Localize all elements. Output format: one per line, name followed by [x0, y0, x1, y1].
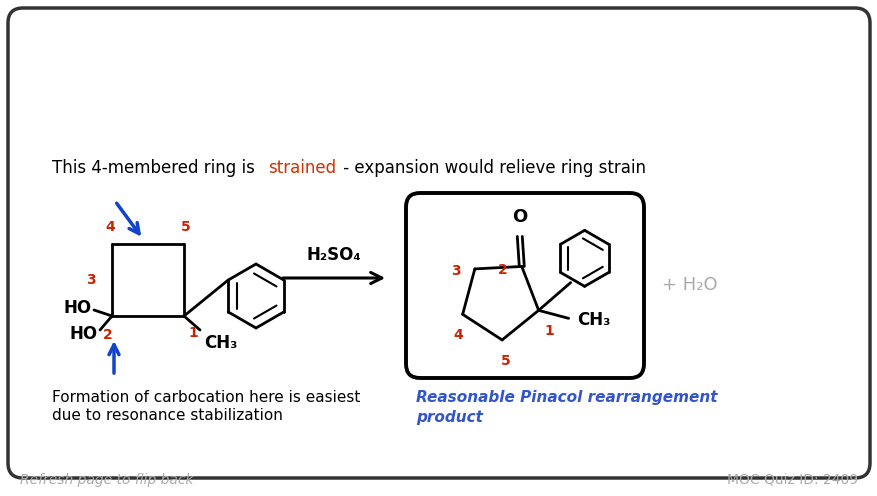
Text: 5: 5 [501, 354, 510, 368]
Text: 3: 3 [86, 273, 96, 287]
Text: product: product [416, 410, 482, 425]
Text: Refresh page to flip back: Refresh page to flip back [20, 473, 193, 487]
Text: 2: 2 [103, 328, 113, 342]
Text: H₂SO₄: H₂SO₄ [306, 246, 361, 264]
Text: O: O [511, 208, 527, 227]
Text: HO: HO [64, 299, 92, 317]
Text: - expansion would relieve ring strain: - expansion would relieve ring strain [338, 159, 645, 177]
Text: 1: 1 [188, 326, 197, 340]
Text: due to resonance stabilization: due to resonance stabilization [52, 408, 282, 423]
Text: 4: 4 [453, 328, 463, 342]
Text: Reasonable Pinacol rearrangement: Reasonable Pinacol rearrangement [416, 390, 717, 405]
Text: HO: HO [70, 325, 98, 343]
Text: MOC Quiz ID: 2409: MOC Quiz ID: 2409 [726, 473, 857, 487]
Text: CH₃: CH₃ [576, 311, 610, 329]
Text: 2: 2 [497, 263, 507, 277]
FancyBboxPatch shape [8, 8, 869, 478]
Text: + H₂O: + H₂O [661, 276, 717, 294]
Text: Formation of carbocation here is easiest: Formation of carbocation here is easiest [52, 390, 360, 405]
Text: 3: 3 [451, 264, 460, 278]
Text: 4: 4 [105, 220, 115, 234]
FancyBboxPatch shape [405, 193, 643, 378]
Text: This 4-membered ring is: This 4-membered ring is [52, 159, 260, 177]
Text: 1: 1 [544, 324, 553, 338]
Text: strained: strained [267, 159, 336, 177]
Text: 5: 5 [181, 220, 190, 234]
Text: CH₃: CH₃ [203, 334, 237, 352]
